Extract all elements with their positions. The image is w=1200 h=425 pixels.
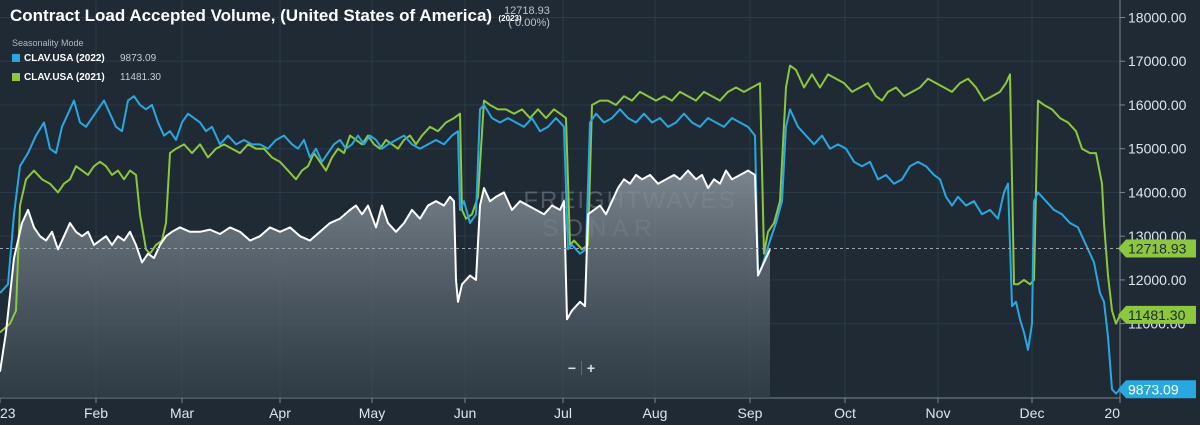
- value-tag-2021-bg: [1118, 305, 1196, 324]
- chart-title-year: (2023): [498, 14, 522, 23]
- x-tick-label-4: May: [359, 405, 385, 421]
- area-fill-2023: [0, 170, 770, 398]
- zoom-divider: [581, 361, 582, 375]
- y-tick-label-4: 15000.00: [1128, 141, 1187, 157]
- x-tick-label-3: Apr: [269, 405, 291, 421]
- y-tick-label-1: 12000.00: [1128, 272, 1187, 288]
- y-tick-label-3: 14000.00: [1128, 184, 1187, 200]
- legend-name-2022: CLAV.USA (2022): [24, 53, 105, 64]
- x-tick-label-1: Feb: [84, 405, 108, 421]
- x-tick-label-2: Mar: [170, 405, 194, 421]
- legend-name-2021: CLAV.USA (2021): [24, 72, 105, 83]
- chart-title-row: Contract Load Accepted Volume, (United S…: [10, 6, 522, 26]
- zoom-out-button[interactable]: −: [567, 360, 577, 376]
- chart-title: Contract Load Accepted Volume, (United S…: [10, 6, 493, 25]
- value-tag-2021-label: 11481.30: [1128, 307, 1186, 323]
- x-tick-label-6: Jul: [554, 405, 572, 421]
- last-change: ( 0.00%): [508, 17, 550, 29]
- x-tick-label-7: Aug: [643, 405, 668, 421]
- x-tick-label-12: 20: [1104, 405, 1120, 421]
- y-axis-panel: [1120, 0, 1200, 425]
- last-value: 12718.93: [504, 5, 550, 17]
- y-tick-label-6: 17000.00: [1128, 53, 1187, 69]
- x-tick-label-10: Nov: [926, 405, 951, 421]
- zoom-in-button[interactable]: +: [586, 360, 596, 376]
- y-tick-label-5: 16000.00: [1128, 97, 1187, 113]
- legend-swatch-2022: [12, 54, 20, 62]
- x-tick-label-0: 23: [0, 405, 16, 421]
- value-tag-2022-bg: [1118, 380, 1196, 399]
- x-tick-label-8: Sep: [738, 405, 763, 421]
- value-tag-2023-bg: [1118, 239, 1196, 258]
- y-tick-label-7: 18000.00: [1128, 9, 1187, 25]
- x-tick-label-9: Oct: [834, 405, 856, 421]
- series-line-2023: [0, 169, 771, 372]
- legend-item-2021[interactable]: CLAV.USA (2021) 11481.30: [12, 72, 212, 83]
- legend-value-2021: 11481.30: [120, 72, 161, 83]
- seasonality-label: Seasonality Mode: [12, 38, 84, 48]
- x-tick-label-5: Jun: [454, 405, 477, 421]
- value-tag-2022-label: 9873.09: [1128, 381, 1179, 397]
- zoom-controls: − +: [563, 360, 600, 376]
- x-tick-label-11: Dec: [1020, 405, 1045, 421]
- series-line-2022: [0, 95, 1121, 395]
- legend-item-2022[interactable]: CLAV.USA (2022) 9873.09: [12, 53, 212, 64]
- last-value-box: 12718.93 ( 0.00%): [504, 5, 550, 29]
- series-line-2021: [0, 64, 1121, 334]
- legend-swatch-2021: [12, 73, 20, 81]
- value-tag-2023-label: 12718.93: [1128, 240, 1187, 256]
- legend-value-2022: 9873.09: [120, 53, 157, 64]
